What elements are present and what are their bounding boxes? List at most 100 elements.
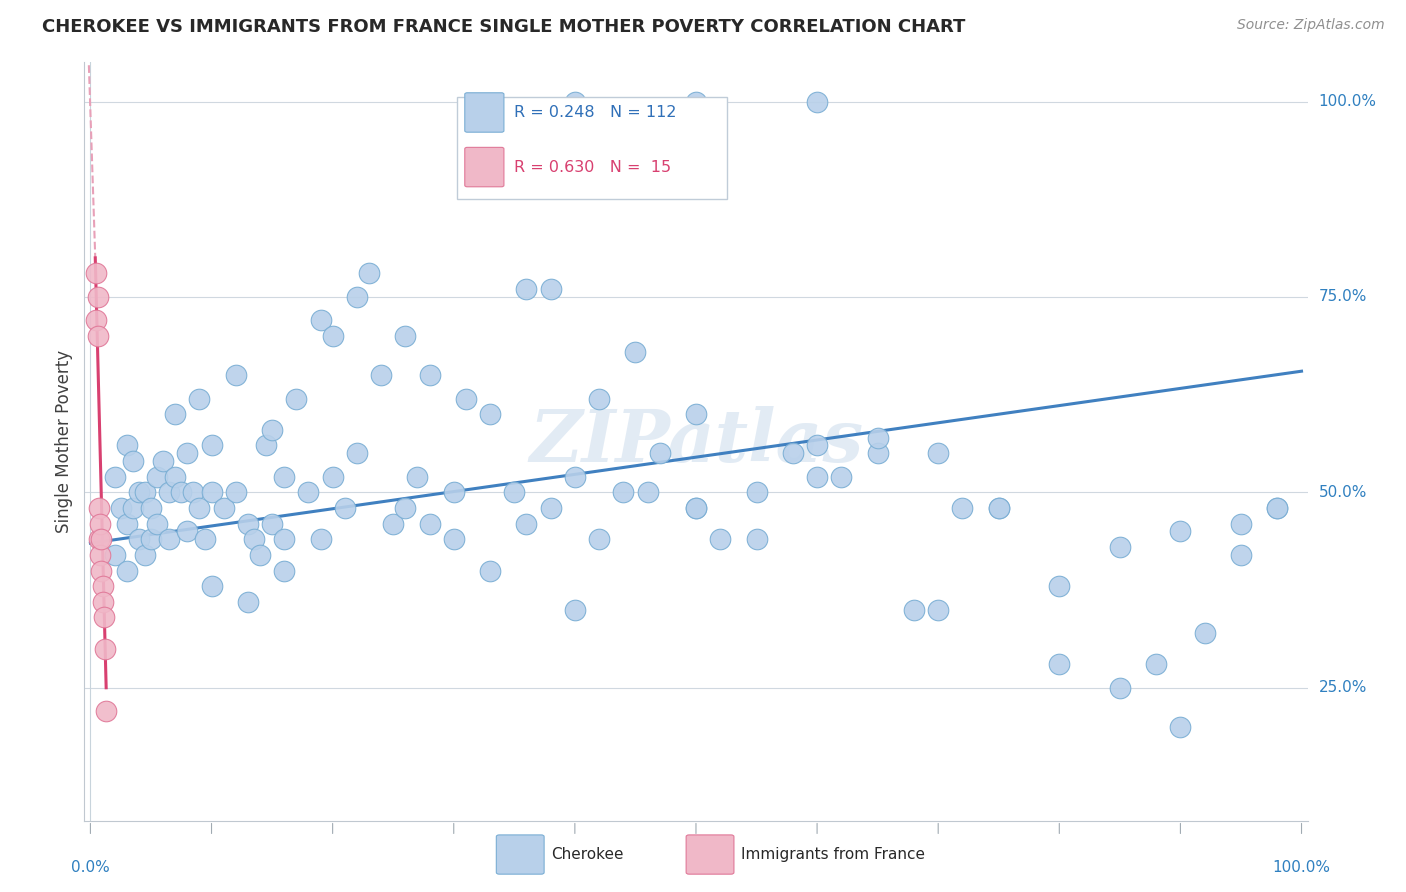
Point <box>564 602 586 616</box>
Point <box>806 95 828 109</box>
Point <box>212 500 235 515</box>
Point <box>745 533 768 547</box>
Point <box>170 485 193 500</box>
Point <box>225 485 247 500</box>
Point <box>200 438 222 452</box>
Point <box>104 548 127 562</box>
Point <box>146 469 169 483</box>
Point <box>866 431 889 445</box>
Text: R = 0.630   N =  15: R = 0.630 N = 15 <box>513 160 671 175</box>
Point <box>225 368 247 383</box>
Point <box>540 282 562 296</box>
Text: ZIPatlas: ZIPatlas <box>529 406 863 477</box>
Text: 75.0%: 75.0% <box>1319 289 1367 304</box>
Point <box>87 533 110 547</box>
Point <box>139 533 162 547</box>
Point <box>128 485 150 500</box>
Point <box>194 533 217 547</box>
Point <box>236 516 259 531</box>
Point <box>1194 626 1216 640</box>
Point <box>370 368 392 383</box>
Point <box>685 500 707 515</box>
Point <box>952 500 974 515</box>
Point <box>685 407 707 421</box>
Text: 100.0%: 100.0% <box>1319 94 1376 109</box>
Point <box>927 446 949 460</box>
Point <box>236 595 259 609</box>
Point <box>273 469 295 483</box>
Point <box>903 602 925 616</box>
Point <box>94 641 117 656</box>
Point <box>322 329 344 343</box>
Point <box>152 454 174 468</box>
Point <box>91 595 114 609</box>
Point <box>648 446 671 460</box>
Point <box>243 533 266 547</box>
Point <box>612 485 634 500</box>
Point <box>1265 500 1288 515</box>
Point <box>1230 548 1253 562</box>
Point <box>709 533 731 547</box>
Point <box>1108 540 1130 554</box>
Point <box>394 329 416 343</box>
Point <box>146 516 169 531</box>
Point <box>1170 524 1192 539</box>
Point <box>479 407 502 421</box>
Text: Immigrants from France: Immigrants from France <box>741 847 925 862</box>
Point <box>86 290 108 304</box>
Point <box>515 282 537 296</box>
Point <box>357 267 380 281</box>
FancyBboxPatch shape <box>465 93 503 132</box>
Point <box>443 485 465 500</box>
Point <box>588 533 610 547</box>
Text: Cherokee: Cherokee <box>551 847 624 862</box>
Y-axis label: Single Mother Poverty: Single Mother Poverty <box>55 350 73 533</box>
Point <box>157 485 180 500</box>
Point <box>443 533 465 547</box>
Point <box>382 516 405 531</box>
Text: R = 0.248   N = 112: R = 0.248 N = 112 <box>513 105 676 120</box>
Point <box>115 438 138 452</box>
FancyBboxPatch shape <box>457 96 727 199</box>
Point <box>830 469 852 483</box>
Point <box>273 564 295 578</box>
Point <box>1047 579 1070 593</box>
Point <box>139 500 162 515</box>
Point <box>745 485 768 500</box>
Point <box>262 423 284 437</box>
Point <box>89 548 111 562</box>
Point <box>89 516 111 531</box>
Point <box>309 313 332 327</box>
Point <box>394 500 416 515</box>
Point <box>121 500 143 515</box>
Point <box>86 267 108 281</box>
Point <box>1144 657 1167 672</box>
Point <box>200 485 222 500</box>
Point <box>333 500 356 515</box>
Point <box>927 602 949 616</box>
Point <box>128 533 150 547</box>
Point <box>1170 720 1192 734</box>
Point <box>262 516 284 531</box>
Point <box>685 500 707 515</box>
Point <box>1047 657 1070 672</box>
Point <box>624 344 647 359</box>
Text: 25.0%: 25.0% <box>1319 681 1367 695</box>
Point <box>515 516 537 531</box>
Text: CHEROKEE VS IMMIGRANTS FROM FRANCE SINGLE MOTHER POVERTY CORRELATION CHART: CHEROKEE VS IMMIGRANTS FROM FRANCE SINGL… <box>42 18 966 36</box>
Point <box>254 438 277 452</box>
Point <box>90 564 112 578</box>
Point <box>183 485 205 500</box>
Point <box>297 485 319 500</box>
Point <box>165 407 187 421</box>
Point <box>987 500 1010 515</box>
Point <box>188 500 211 515</box>
Text: 100.0%: 100.0% <box>1272 860 1330 874</box>
Point <box>1108 681 1130 695</box>
Point <box>454 392 477 406</box>
Point <box>685 95 707 109</box>
Point <box>418 368 440 383</box>
FancyBboxPatch shape <box>465 147 503 186</box>
Point <box>1265 500 1288 515</box>
Point <box>1230 516 1253 531</box>
